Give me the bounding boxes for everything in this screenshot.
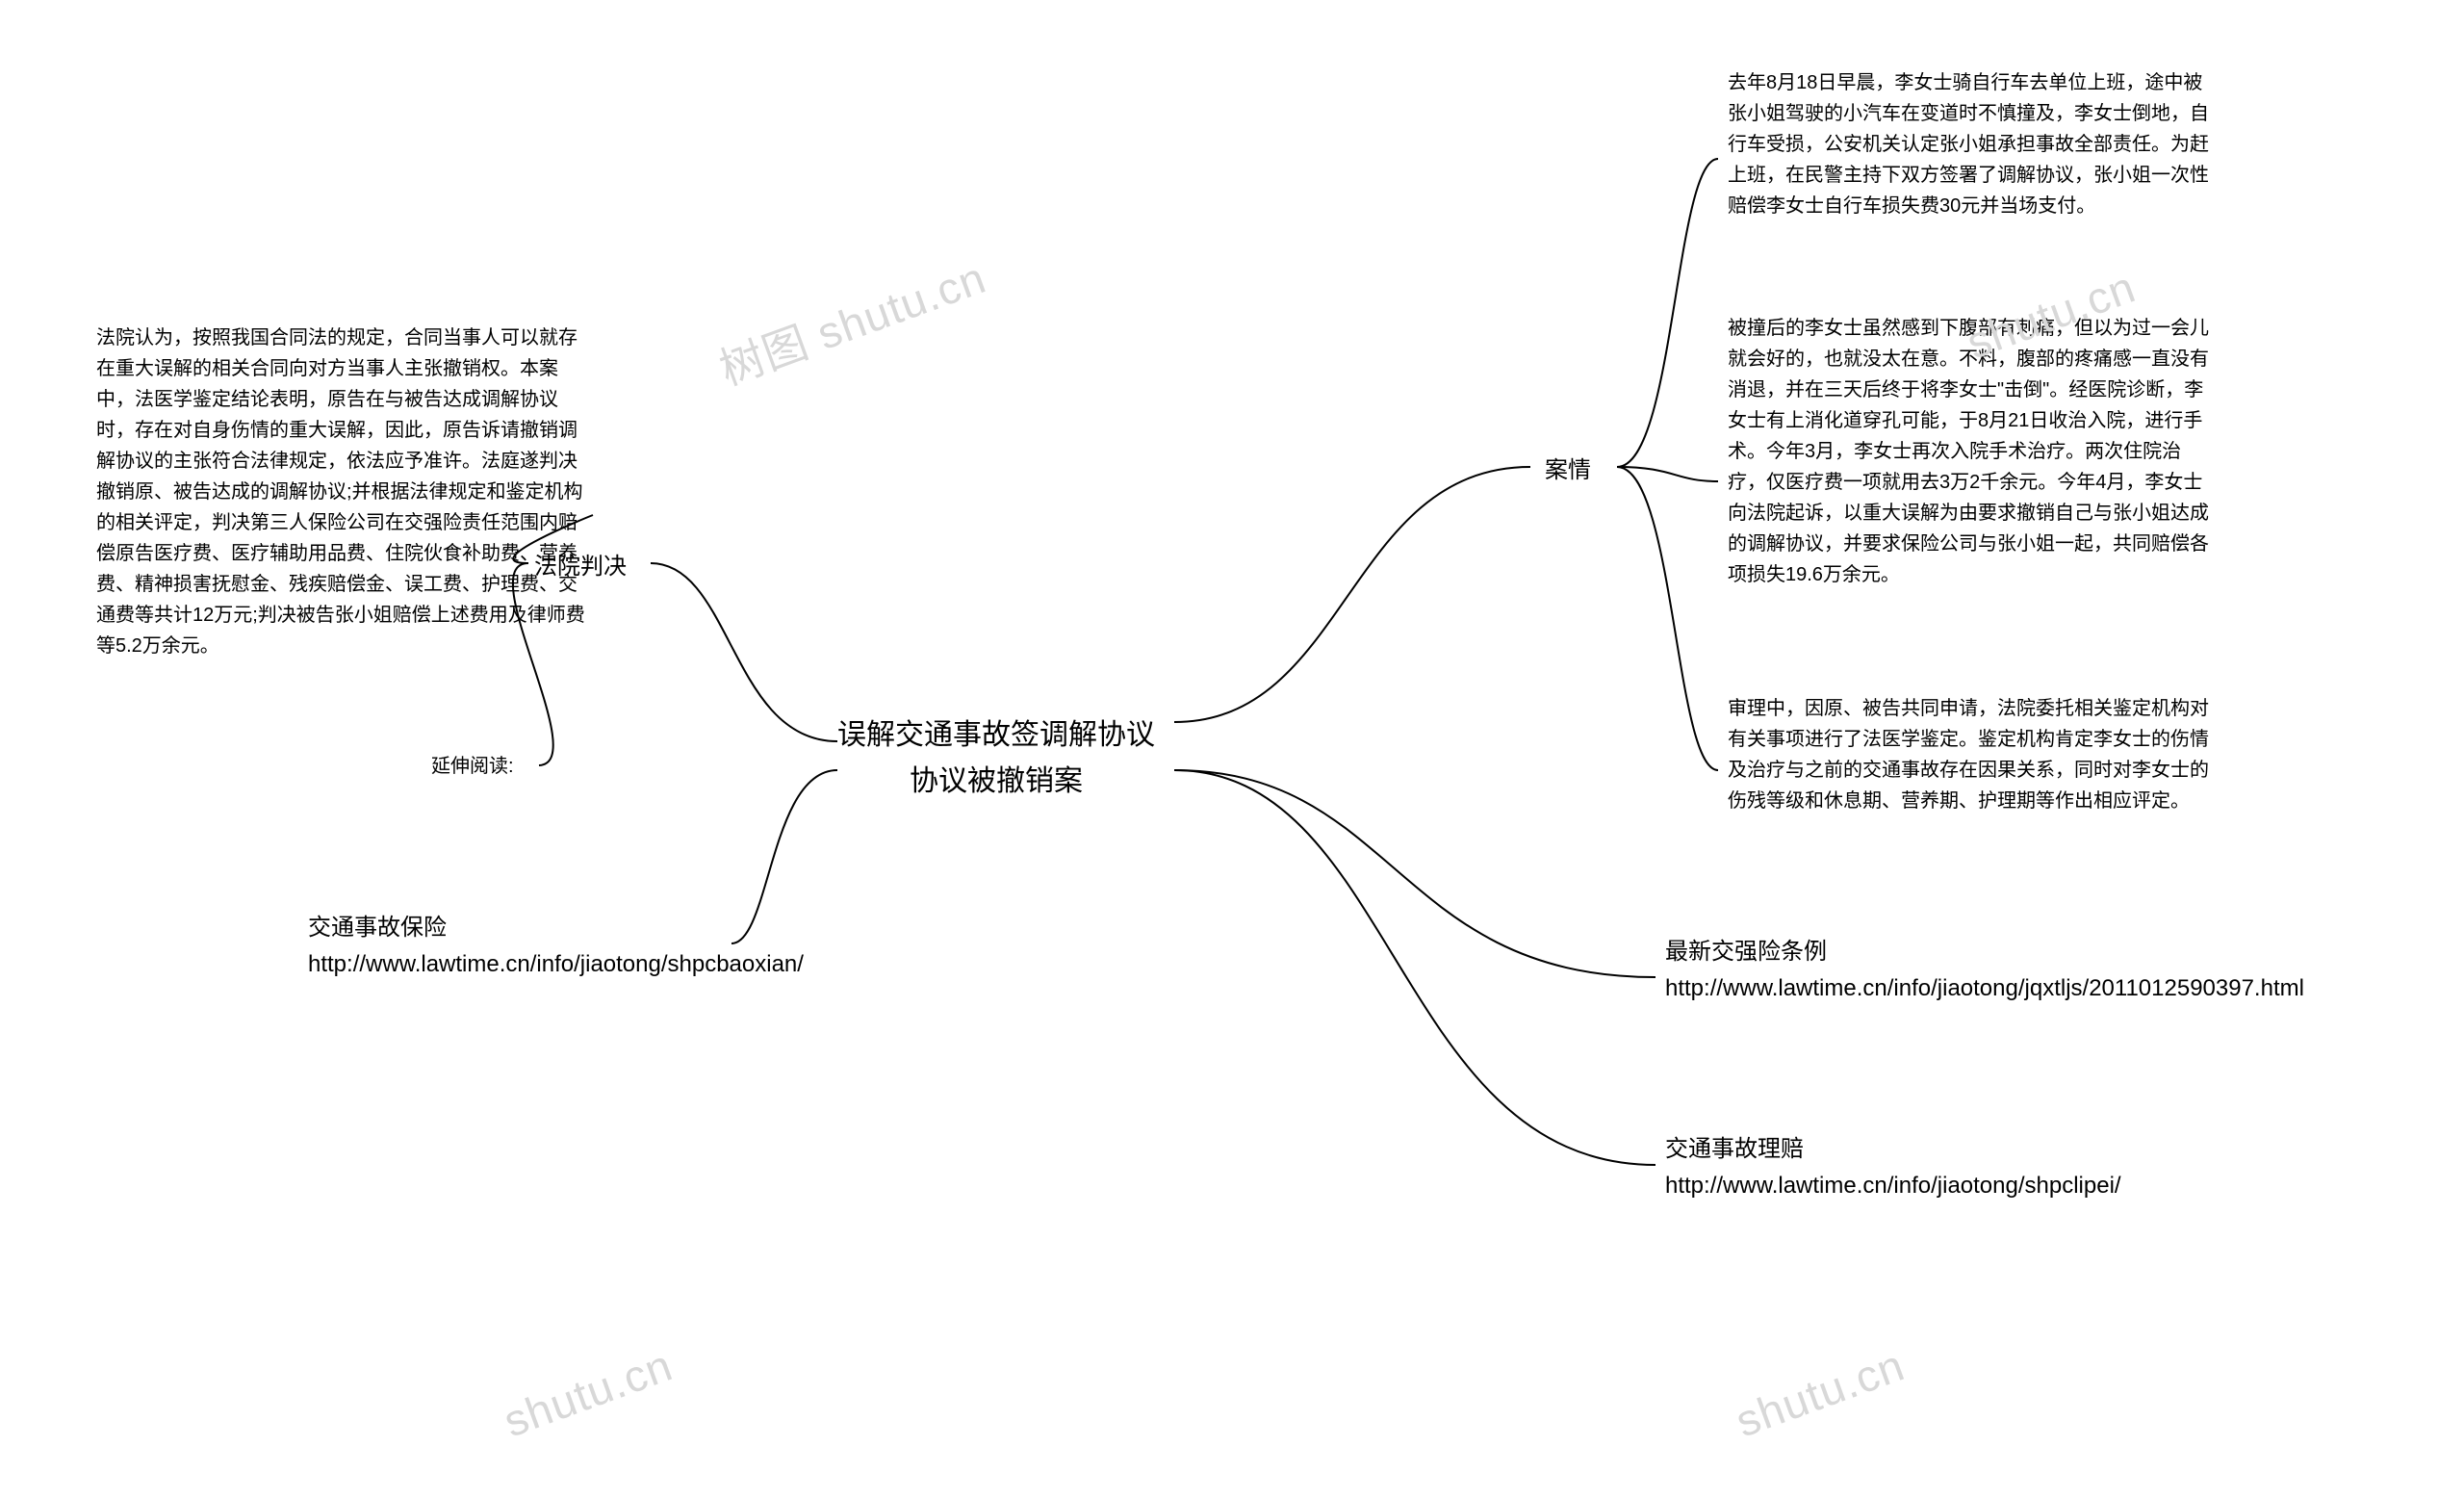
link-leaf-3: 交通事故保险 http://www.lawtime.cn/info/jiaoto… xyxy=(308,910,722,984)
branch-case: 案情 xyxy=(1545,452,1591,489)
case-leaf-3: 审理中，因原、被告共同申请，法院委托相关鉴定机构对有关事项进行了法医学鉴定。鉴定… xyxy=(1728,693,2219,816)
case-leaf-1: 去年8月18日早晨，李女士骑自行车去单位上班，途中被张小姐驾驶的小汽车在变道时不… xyxy=(1728,67,2219,221)
verdict-leaf-1: 法院认为，按照我国合同法的规定，合同当事人可以就存在重大误解的相关合同向对方当事… xyxy=(96,323,587,661)
link-leaf-2: 交通事故理赔http://www.lawtime.cn/info/jiaoton… xyxy=(1665,1131,2079,1205)
link-leaf-1: 最新交强险条例http://www.lawtime.cn/info/jiaoto… xyxy=(1665,934,2079,1008)
watermark: shutu.cn xyxy=(1729,1339,1911,1448)
verdict-leaf-2: 延伸阅读: xyxy=(431,751,624,782)
watermark: 树图 shutu.cn xyxy=(709,243,993,398)
watermark: shutu.cn xyxy=(497,1339,679,1448)
case-leaf-2: 被撞后的李女士虽然感到下腹部有刺痛，但以为过一会儿就会好的，也就没太在意。不料，… xyxy=(1728,313,2219,590)
center-line1: 误解交通事故签调解协议 xyxy=(837,712,1155,759)
center-node: 误解交通事故签调解协议 协议被撤销案 xyxy=(837,712,1155,805)
center-line2: 协议被撤销案 xyxy=(837,759,1155,805)
